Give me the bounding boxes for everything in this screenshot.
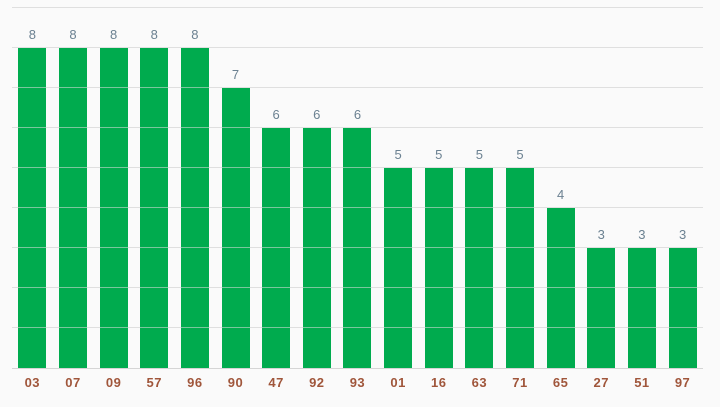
bar[interactable]	[343, 128, 372, 368]
bar-value-label: 8	[191, 27, 199, 42]
bar-value-label: 6	[353, 107, 362, 122]
bar-slot: 8	[175, 8, 216, 368]
bar-value-label: 8	[28, 27, 36, 42]
bar-value-label: 3	[597, 227, 605, 242]
plot-area: 8 8 8 8 8 7 6 6 6 5 5 5 5 4 3 3 3	[12, 7, 703, 369]
bar-slot: 3	[622, 8, 663, 368]
x-axis-line	[12, 368, 703, 369]
bar-value-label: 3	[638, 227, 646, 242]
bar-slot: 8	[53, 8, 94, 368]
x-axis-label: 27	[593, 375, 610, 390]
bar[interactable]	[627, 248, 656, 368]
bar-slot: 3	[662, 8, 703, 368]
x-axis-label: 93	[349, 375, 366, 390]
bar[interactable]	[140, 48, 169, 368]
bar-slot: 5	[500, 8, 541, 368]
bar-value-label: 5	[475, 147, 483, 162]
bar[interactable]	[587, 248, 616, 368]
x-axis-label: 09	[105, 375, 122, 390]
x-axis-label: 63	[471, 375, 488, 390]
bar-slot: 5	[418, 8, 459, 368]
bar-slot: 7	[215, 8, 256, 368]
bar-value-label: 5	[435, 147, 443, 162]
bar-value-label: 7	[231, 67, 240, 82]
bar-value-label: 6	[313, 107, 321, 122]
bar-slot: 4	[540, 8, 581, 368]
bar-slot: 8	[93, 8, 134, 368]
bar[interactable]	[668, 248, 697, 368]
bar-slot: 8	[134, 8, 175, 368]
x-axis-label: 47	[268, 375, 284, 390]
x-axis-label: 97	[674, 375, 691, 390]
bar[interactable]	[99, 48, 128, 368]
bar[interactable]	[180, 48, 209, 368]
bar-slot: 6	[296, 8, 337, 368]
bar[interactable]	[18, 48, 47, 368]
bar[interactable]	[465, 168, 494, 368]
bar[interactable]	[221, 88, 250, 368]
bar[interactable]	[302, 128, 331, 368]
x-axis-label: 90	[227, 375, 244, 390]
bar[interactable]	[424, 168, 453, 368]
bar-value-label: 8	[150, 27, 158, 42]
bar-value-label: 5	[394, 147, 402, 162]
x-axis-label: 03	[24, 375, 41, 390]
bar[interactable]	[262, 128, 291, 368]
x-axis-label: 07	[65, 375, 81, 390]
x-axis-label: 01	[390, 375, 406, 390]
x-axis-label: 65	[552, 375, 569, 390]
x-axis-label: 57	[146, 375, 162, 390]
bar-value-label: 6	[272, 107, 280, 122]
bar-value-label: 4	[557, 187, 565, 202]
bar[interactable]	[506, 168, 534, 368]
bar[interactable]	[58, 48, 87, 368]
bar-slot: 6	[337, 8, 378, 368]
bar[interactable]	[384, 168, 413, 368]
bar-slot: 8	[12, 8, 53, 368]
bar-value-label: 8	[109, 27, 118, 42]
bar-value-label: 3	[678, 227, 687, 242]
bar-value-label: 8	[69, 27, 77, 42]
bar-slot: 5	[378, 8, 419, 368]
bar[interactable]	[546, 208, 575, 368]
x-axis-label: 92	[309, 375, 325, 390]
x-axis-label: 16	[430, 375, 447, 390]
x-axis-labels: 03 07 09 57 96 90 47 92 93 01 16 63 71 65 27 51 97	[12, 375, 703, 390]
bar-slot: 6	[256, 8, 297, 368]
x-axis-label: 51	[634, 375, 650, 390]
x-axis-label: 71	[512, 375, 528, 390]
bar-slot: 5	[459, 8, 500, 368]
x-axis-label: 96	[187, 375, 203, 390]
bar-value-label: 5	[516, 147, 524, 162]
bar-slot: 3	[581, 8, 622, 368]
bars-layer: 8 8 8 8 8 7 6 6 6 5 5 5 5 4 3 3 3	[12, 8, 703, 368]
